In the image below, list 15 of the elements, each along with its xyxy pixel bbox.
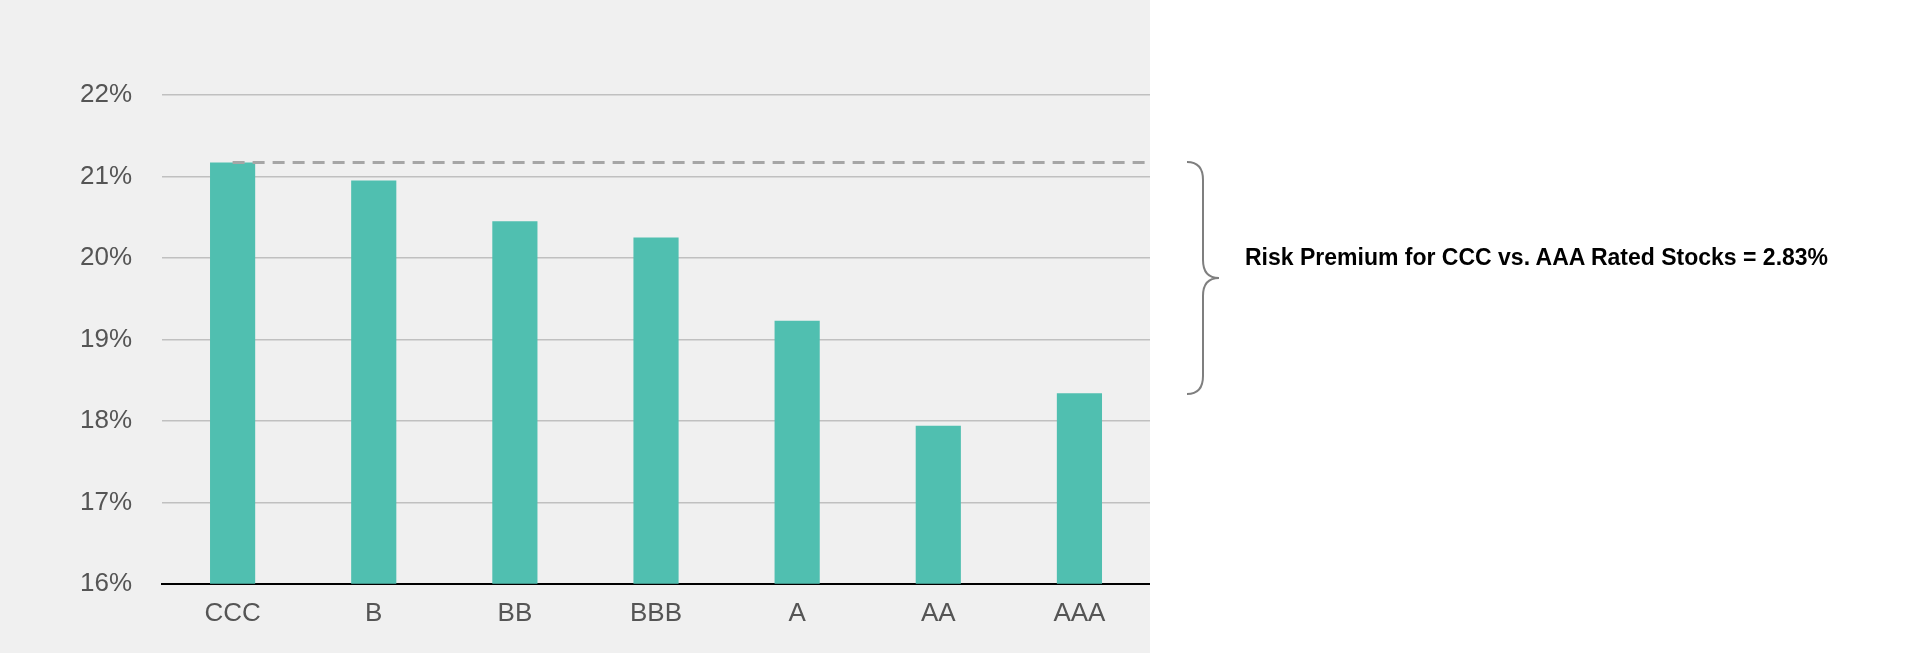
- y-tick-label: 17%: [79, 485, 133, 516]
- x-tick-label: A: [788, 596, 807, 627]
- y-tick-label: 22%: [79, 78, 133, 109]
- y-tick-label: 16%: [79, 566, 133, 597]
- x-tick-label: BB: [497, 596, 533, 627]
- y-tick-label: 20%: [79, 241, 133, 272]
- y-tick-label: 18%: [79, 404, 133, 435]
- text: Risk Premium for CCC vs. AAA Rated Stocks = 2.83%: [1245, 243, 1830, 272]
- x-tick-label: B: [365, 596, 383, 627]
- y-tick-label: 21%: [79, 159, 133, 190]
- x-tick-label: CCC: [204, 596, 261, 627]
- x-tick-label: AA: [920, 596, 957, 627]
- y-tick-label: 19%: [79, 322, 133, 353]
- x-tick-label: BBB: [630, 596, 683, 627]
- x-tick-label: AAA: [1053, 596, 1107, 627]
